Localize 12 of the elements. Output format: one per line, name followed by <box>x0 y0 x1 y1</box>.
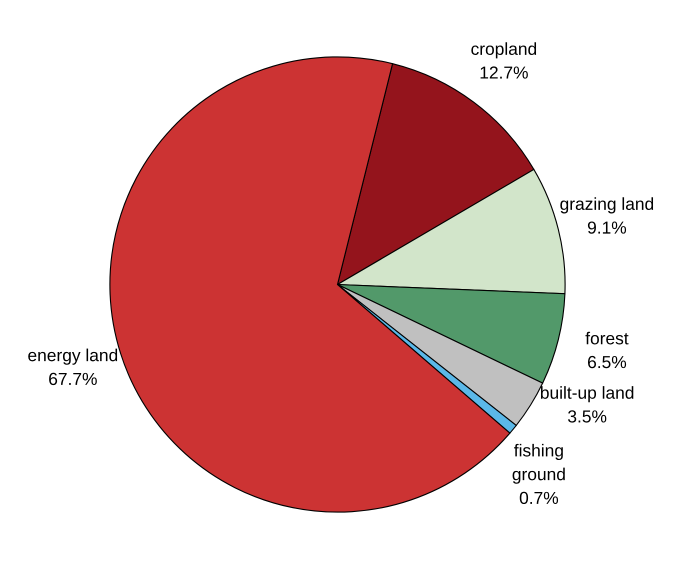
slice-label: fishing ground <box>512 444 565 484</box>
data-label: 12.7% <box>480 66 528 79</box>
slice-label: grazing land <box>560 197 654 214</box>
data-label: 0.7% <box>520 492 558 504</box>
data-label: 3.5% <box>568 410 606 423</box>
slice-label: forest <box>585 332 629 344</box>
slice-label: cropland <box>471 42 536 58</box>
slice-label: energy land <box>28 348 118 365</box>
data-label: 9.1% <box>588 221 626 234</box>
data-label: 6.5% <box>588 356 626 368</box>
slice-label: built-up land <box>540 386 634 402</box>
data-label: 67.7% <box>49 372 97 386</box>
